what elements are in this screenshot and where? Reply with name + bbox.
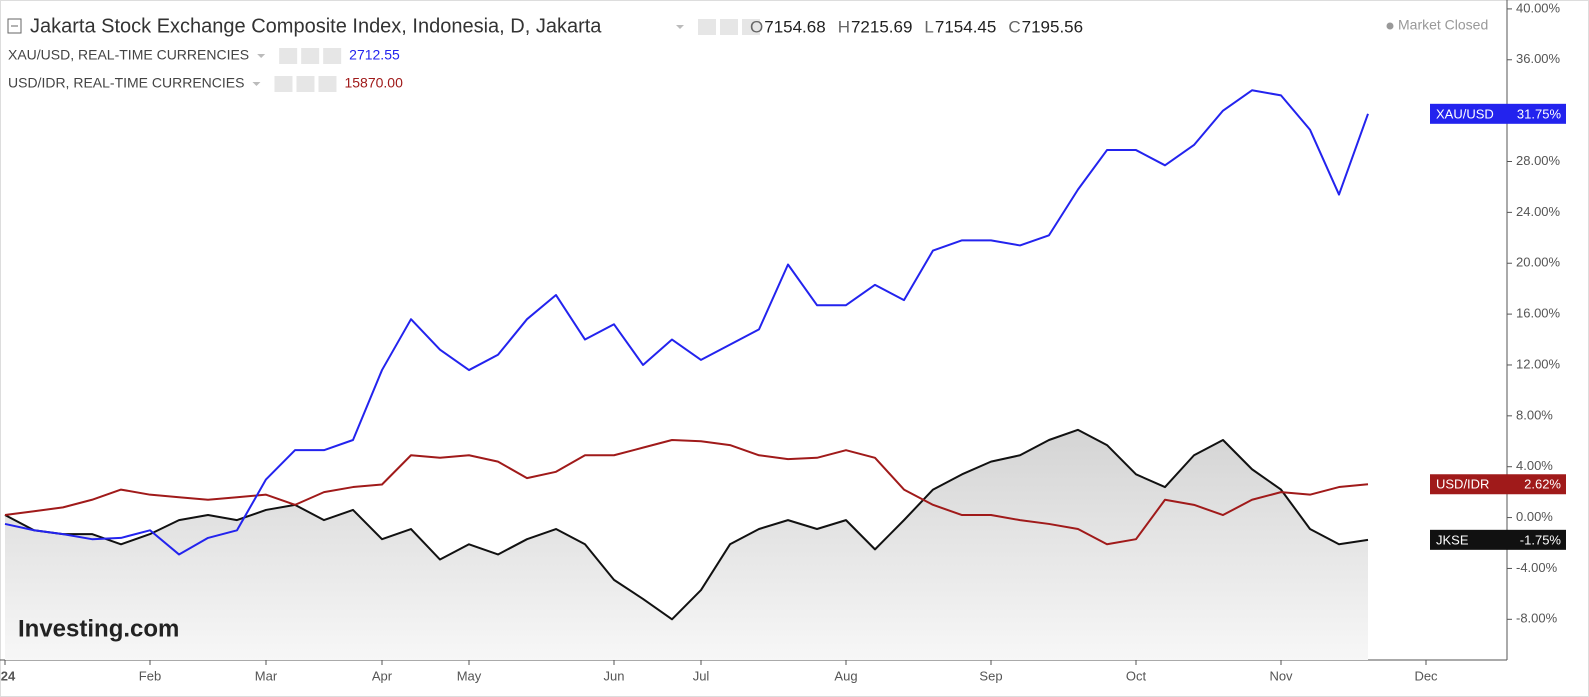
y-tick-label: 40.00%: [1516, 0, 1561, 15]
legend-label: XAU/USD, REAL-TIME CURRENCIES: [8, 47, 249, 63]
icon-button[interactable]: [296, 76, 315, 92]
x-tick-label: Aug: [834, 668, 857, 683]
icon-button[interactable]: [301, 48, 320, 64]
series-line: [4, 89, 1369, 556]
y-tick-label: 8.00%: [1516, 407, 1553, 422]
end-tag: [1430, 529, 1566, 550]
x-tick-label: Apr: [372, 668, 393, 683]
dropdown-arrow: [252, 82, 261, 86]
y-tick-label: 12.00%: [1516, 356, 1561, 371]
icon-button[interactable]: [318, 76, 337, 92]
ohlc-value: 7154.68: [764, 17, 825, 36]
x-tick-label: Nov: [1269, 668, 1293, 683]
y-tick-label: -8.00%: [1516, 611, 1558, 626]
y-tick-label: 24.00%: [1516, 204, 1561, 219]
end-tag-name: USD/IDR: [1436, 477, 1489, 492]
icon-button[interactable]: [698, 19, 716, 35]
icon-button[interactable]: [279, 48, 298, 64]
x-tick-label: 24: [1, 668, 16, 683]
end-tag-value: -1.75%: [1520, 532, 1562, 547]
x-tick-label: Sep: [979, 668, 1002, 683]
x-tick-label: May: [457, 668, 482, 683]
x-tick-label: Oct: [1126, 668, 1147, 683]
x-tick-label: Dec: [1414, 668, 1438, 683]
legend-label: USD/IDR, REAL-TIME CURRENCIES: [8, 75, 244, 91]
end-tag-value: 31.75%: [1517, 106, 1562, 121]
x-tick-label: Jul: [693, 668, 710, 683]
y-tick-label: 0.00%: [1516, 509, 1553, 524]
x-tick-label: Jun: [604, 668, 625, 683]
ohlc-key: L: [924, 17, 933, 36]
icon-button[interactable]: [323, 48, 342, 64]
ohlc-key: H: [838, 17, 850, 36]
chart-title: Jakarta Stock Exchange Composite Index, …: [30, 15, 602, 37]
y-tick-label: 16.00%: [1516, 306, 1561, 321]
end-tag: [1430, 103, 1566, 124]
y-tick-label: 36.00%: [1516, 51, 1561, 66]
y-tick-label: -4.00%: [1516, 560, 1558, 575]
y-tick-label: 20.00%: [1516, 255, 1561, 270]
y-tick-label: 28.00%: [1516, 153, 1561, 168]
end-tag-value: 2.62%: [1524, 477, 1561, 492]
dropdown-arrow: [676, 25, 684, 29]
ohlc-value: 7215.69: [851, 17, 912, 36]
end-tag-name: XAU/USD: [1436, 106, 1494, 121]
ohlc-value: 7195.56: [1022, 17, 1083, 36]
series-area: [5, 429, 1368, 660]
x-tick-label: Feb: [139, 668, 161, 683]
icon-button[interactable]: [742, 19, 760, 35]
icon-button[interactable]: [274, 76, 293, 92]
status-dot: [1386, 22, 1394, 30]
dropdown-arrow: [257, 54, 266, 58]
x-tick-label: Mar: [255, 668, 278, 683]
y-tick-label: 4.00%: [1516, 458, 1553, 473]
series-line: [4, 428, 1369, 621]
end-tag-name: JKSE: [1436, 532, 1469, 547]
collapse-icon[interactable]: [7, 18, 22, 34]
watermark: Investing.com: [18, 615, 179, 642]
ohlc-value: 7154.45: [935, 17, 996, 36]
market-status: Market Closed: [1398, 17, 1488, 33]
series-line: [4, 439, 1369, 546]
ohlc-key: C: [1008, 17, 1020, 36]
end-tag: [1430, 474, 1566, 495]
legend-price: 15870.00: [344, 75, 403, 91]
icon-button[interactable]: [720, 19, 738, 35]
legend-price: 2712.55: [349, 47, 400, 63]
ohlc-key: O: [750, 17, 763, 36]
